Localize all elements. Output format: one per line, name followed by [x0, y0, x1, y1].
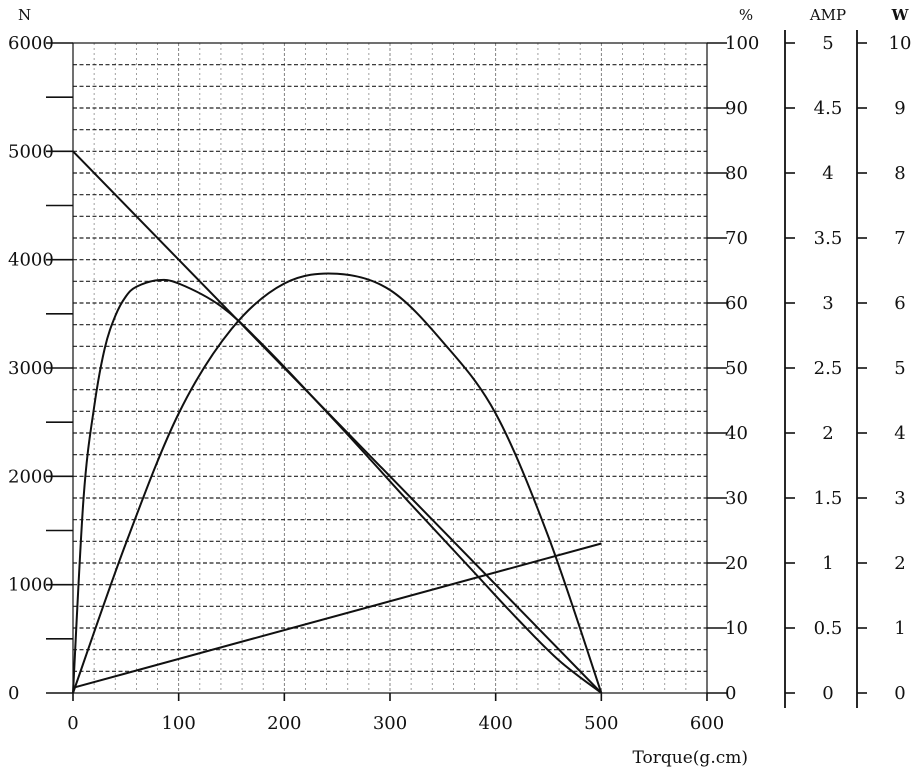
watt-axis-tick-label: 9 [894, 98, 905, 119]
watt-axis-tick-label: 5 [894, 358, 905, 379]
x-axis-tick-label: 300 [373, 713, 407, 734]
left-axis-tick-label: 0 [8, 683, 19, 704]
left-axis-tick-label: 6000 [8, 33, 54, 54]
amp-axis-tick-label: 4.5 [814, 98, 843, 119]
watt-axis-tick-label: 1 [894, 618, 905, 639]
amp-axis-tick-label: 2.5 [814, 358, 843, 379]
watt-axis-tick-label: 2 [894, 553, 905, 574]
amp-axis-tick-label: 4 [822, 163, 833, 184]
watt-axis-tick-label: 8 [894, 163, 905, 184]
amp-axis-tick-label: 5 [822, 33, 833, 54]
percent-axis-tick-label: 10 [725, 618, 748, 639]
percent-axis-tick-label: 80 [725, 163, 748, 184]
percent-axis-tick-label: 100 [725, 33, 759, 54]
amp-axis-tick-label: 2 [822, 423, 833, 444]
amp-axis-tick-label: 1.5 [814, 488, 843, 509]
amp-axis-tick-label: 3 [822, 293, 833, 314]
watt-axis-tick-label: 7 [894, 228, 905, 249]
left-axis-tick-label: 5000 [8, 141, 54, 162]
series-line-amp [72, 542, 602, 689]
percent-axis-tick-label: 90 [725, 98, 748, 119]
watt-axis-tick-label: 3 [894, 488, 905, 509]
percent-axis-tick-label: 50 [725, 358, 748, 379]
x-axis-label: Torque(g.cm) [633, 748, 748, 768]
series-line-watt [72, 272, 603, 694]
x-axis-tick-label: 400 [478, 713, 512, 734]
amp-axis-unit-label: AMP [809, 6, 846, 24]
left-axis-unit-label: N [18, 6, 31, 24]
left-axis-tick-label: 3000 [8, 358, 54, 379]
percent-axis-tick-label: 20 [725, 553, 748, 574]
x-axis-tick-label: 100 [161, 713, 195, 734]
percent-axis-unit-label: % [739, 6, 753, 24]
watt-axis-tick-label: 6 [894, 293, 905, 314]
x-axis-tick-label: 600 [690, 713, 724, 734]
percent-axis-tick-label: 60 [725, 293, 748, 314]
watt-axis-tick-label: 0 [894, 683, 905, 704]
left-axis-tick-label: 4000 [8, 250, 54, 271]
series-line-percent [72, 278, 602, 694]
amp-axis-tick-label: 0 [822, 683, 833, 704]
left-axis-tick-label: 1000 [8, 575, 54, 596]
amp-axis-tick-label: 0.5 [814, 618, 843, 639]
watt-axis-unit-label: W [891, 6, 910, 24]
percent-axis-tick-label: 40 [725, 423, 748, 444]
amp-axis-tick-label: 3.5 [814, 228, 843, 249]
percent-axis-tick-label: 30 [725, 488, 748, 509]
left-axis-tick-label: 2000 [8, 466, 54, 487]
amp-axis-tick-label: 1 [822, 553, 833, 574]
watt-axis-tick-label: 4 [894, 423, 905, 444]
x-axis-tick-label: 0 [67, 713, 78, 734]
percent-axis-tick-label: 0 [725, 683, 736, 704]
percent-axis-tick-label: 70 [725, 228, 748, 249]
watt-axis-tick-label: 10 [889, 33, 912, 54]
x-axis-tick-label: 200 [267, 713, 301, 734]
x-axis-tick-label: 500 [584, 713, 618, 734]
